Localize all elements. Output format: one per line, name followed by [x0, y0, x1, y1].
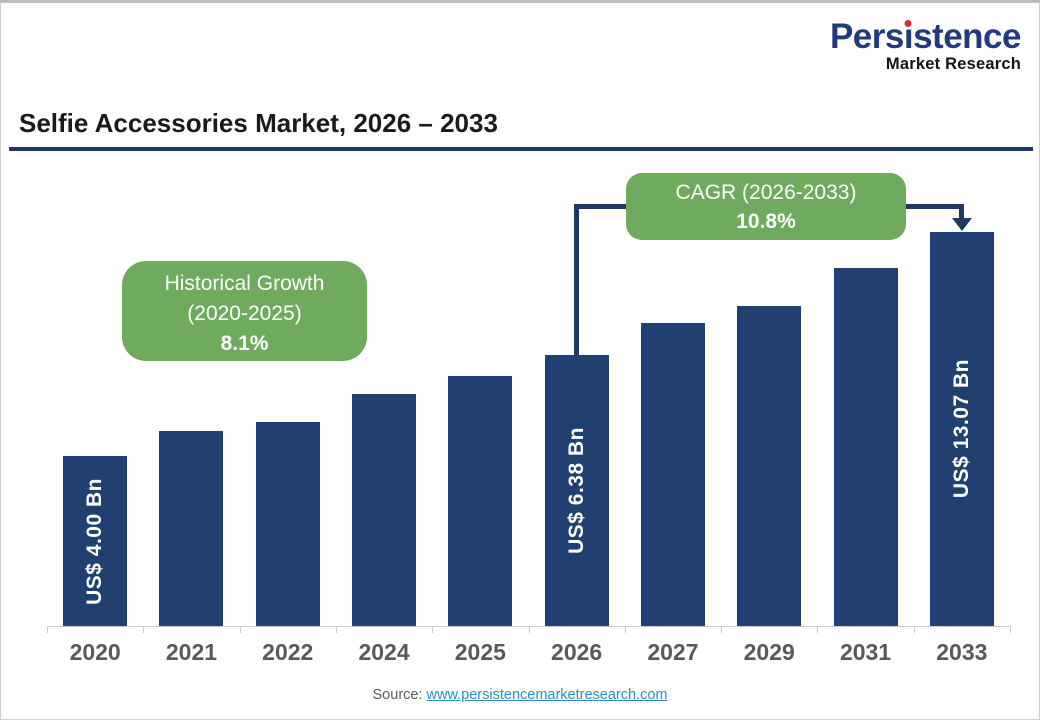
connector-vertical-2033 [959, 204, 964, 219]
x-label-2026: 2026 [551, 639, 603, 665]
historical-growth-callout: Historical Growth (2020-2025) 8.1% [122, 261, 367, 361]
bar-2022 [255, 422, 320, 626]
bar-2029 [737, 306, 802, 626]
brand-red-dot-i: ı [903, 17, 914, 56]
bar-cell-2024 [336, 3, 432, 626]
bar-cell-2033: US$ 13.07 Bn [914, 3, 1010, 626]
brand-text-pre: Pers [829, 17, 904, 56]
bar-cell-2022 [240, 3, 336, 626]
historical-growth-line2: (2020-2025) [187, 302, 302, 326]
x-tick [239, 626, 241, 633]
x-tick [432, 626, 434, 633]
bar-2025 [448, 376, 513, 626]
source-line: Source: www.persistencemarketresearch.co… [1, 687, 1039, 703]
x-tick [817, 626, 819, 633]
bar-2020: US$ 4.00 Bn [63, 456, 128, 626]
bar-cell-2027 [625, 3, 721, 626]
bar-value-label-2026: US$ 6.38 Bn [564, 427, 588, 554]
x-label-2033: 2033 [936, 639, 988, 665]
cagr-value: 10.8% [736, 210, 796, 234]
source-prefix: Source: [372, 687, 423, 703]
x-tick [721, 626, 723, 633]
title-underline [9, 147, 1033, 151]
source-link[interactable]: www.persistencemarketresearch.com [426, 687, 668, 703]
bar-cell-2031 [817, 3, 913, 626]
x-tick [143, 626, 145, 633]
cagr-line1: CAGR (2026-2033) [675, 181, 857, 204]
x-tick [624, 626, 626, 633]
bar-2031 [833, 268, 898, 626]
x-label-2024: 2024 [358, 639, 410, 665]
x-tick [47, 626, 48, 633]
x-tick [335, 626, 337, 633]
x-label-2021: 2021 [165, 639, 218, 665]
brand-text-i: ı [903, 17, 914, 56]
brand-logo: Persıstence Market Research [829, 17, 1022, 73]
page-title: Selfie Accessories Market, 2026 – 2033 [19, 108, 498, 138]
bar-2027 [640, 323, 705, 626]
brand-text-post: stence [913, 17, 1021, 56]
bar-cell-2021 [143, 3, 239, 626]
bar-cell-2025 [432, 3, 528, 626]
bar-cell-2020: US$ 4.00 Bn [47, 3, 143, 626]
bar-cell-2029 [721, 3, 817, 626]
x-axis-labels: 2020 2021 2022 2024 2025 2026 2027 2029 2031 2033 [47, 639, 1010, 666]
bar-2021 [159, 431, 224, 626]
historical-growth-line1: Historical Growth [164, 272, 325, 295]
brand-subtitle: Market Research [885, 55, 1021, 73]
bar-2033: US$ 13.07 Bn [929, 232, 994, 626]
bar-value-label-2020: US$ 4.00 Bn [83, 477, 107, 605]
connector-vertical-2026 [574, 206, 579, 355]
x-tick [913, 626, 915, 633]
bar-cell-2026: US$ 6.38 Bn [528, 3, 624, 626]
cagr-callout: CAGR (2026-2033) 10.8% [626, 173, 906, 240]
connector-arrowhead-icon [952, 218, 972, 231]
x-label-2025: 2025 [454, 639, 506, 665]
x-tick [528, 626, 530, 633]
x-tick [1010, 626, 1011, 633]
x-label-2029: 2029 [743, 639, 795, 665]
bar-2026: US$ 6.38 Bn [544, 355, 609, 626]
x-label-2022: 2022 [262, 639, 314, 665]
bar-chart: US$ 4.00 Bn US$ 6.38 Bn US$ 13.07 Bn [47, 3, 1010, 626]
x-label-2031: 2031 [839, 639, 892, 665]
bar-value-label-2033: US$ 13.07 Bn [949, 359, 973, 499]
bar-2024 [352, 394, 417, 626]
brand-wordmark: Persıstence [829, 17, 1022, 56]
x-label-2027: 2027 [647, 639, 699, 665]
historical-growth-value: 8.1% [220, 332, 269, 356]
x-label-2020: 2020 [69, 639, 121, 665]
